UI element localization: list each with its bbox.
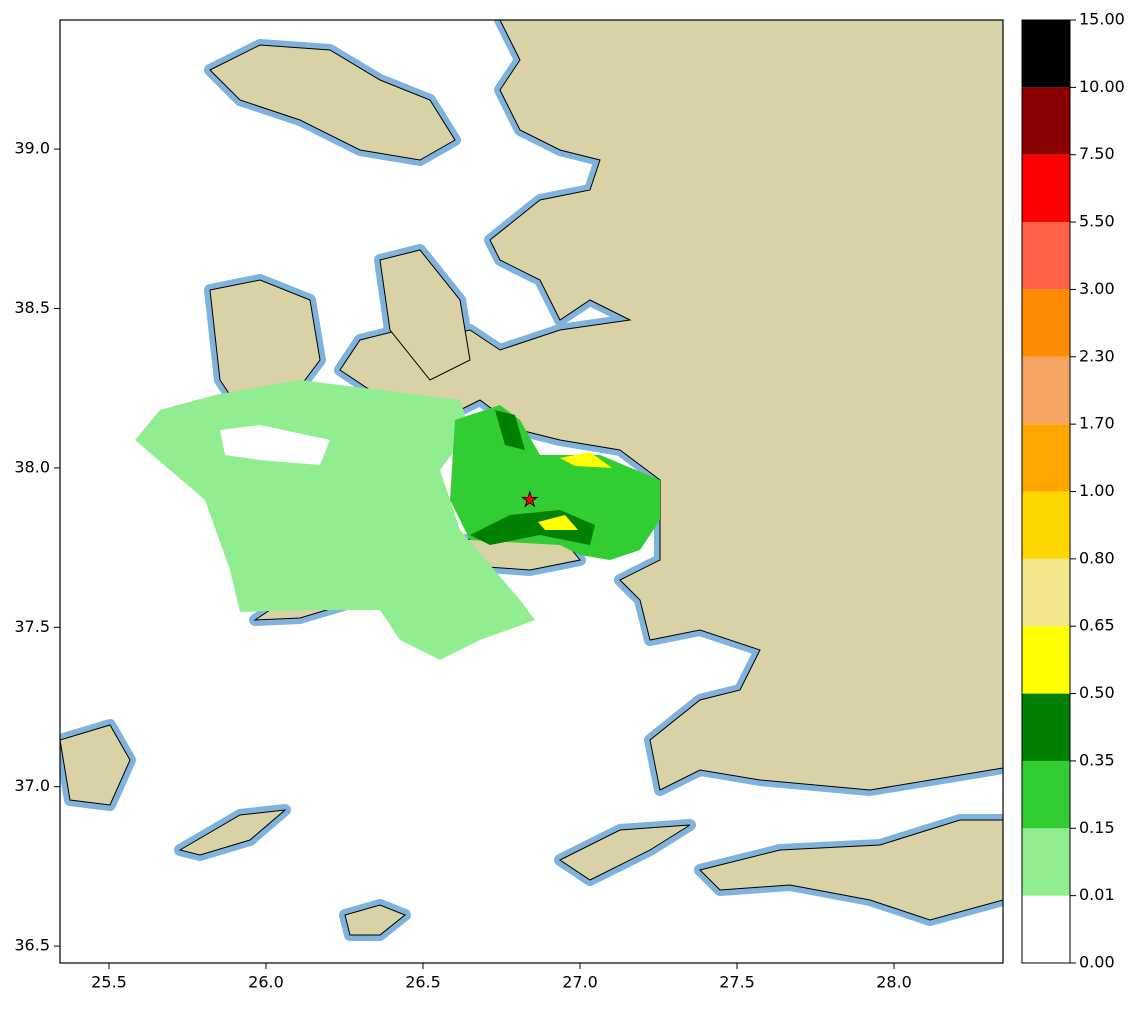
x-tick-label: 26.0 (248, 973, 284, 992)
plume-dark (470, 410, 595, 545)
colorbar-tick-label: 1.00 (1079, 481, 1115, 500)
y-tick-label: 38.5 (14, 298, 50, 317)
plume-yellow (538, 452, 612, 530)
colorbar-tick-label: 7.50 (1079, 144, 1115, 163)
colorbar-tick-label: 0.01 (1079, 885, 1115, 904)
colorbar-band (1022, 289, 1070, 357)
colorbar-tick-label: 3.00 (1079, 279, 1115, 298)
colorbar-band (1022, 693, 1070, 761)
y-tick-label: 38.0 (14, 457, 50, 476)
colorbar-band (1022, 895, 1070, 963)
colorbar-band (1022, 424, 1070, 492)
colorbar-band (1022, 20, 1070, 88)
y-tick-label: 36.5 (14, 936, 50, 955)
colorbar-tick-label: 0.00 (1079, 953, 1115, 972)
colorbar-tick-label: 0.50 (1079, 683, 1115, 702)
colorbar-tick-label: 15.00 (1079, 10, 1125, 29)
colorbar-tick-label: 0.35 (1079, 750, 1115, 769)
colorbar-tick-label: 2.30 (1079, 346, 1115, 365)
colorbar-band (1022, 558, 1070, 627)
colorbar-tick-label: 0.15 (1079, 818, 1115, 837)
y-tick-label: 39.0 (14, 139, 50, 158)
colorbar-tick-label: 0.80 (1079, 548, 1115, 567)
epicenter (520, 490, 539, 508)
colorbar: 0.00 0.01 0.15 0.35 0.50 0.65 0.80 1.00 1.70 2.30… (1021, 10, 1125, 972)
x-tick-label: 28.0 (876, 973, 912, 992)
colorbar-band (1022, 760, 1070, 829)
colorbar-band (1022, 356, 1070, 425)
map-frame (59, 19, 1004, 964)
plume-gap (220, 425, 330, 465)
colorbar-band (1022, 626, 1070, 694)
x-tick-label: 26.5 (405, 973, 441, 992)
colorbar-band (1022, 828, 1070, 896)
y-tick-label: 37.0 (14, 776, 50, 795)
x-tick-label: 25.5 (91, 973, 127, 992)
x-tick-label: 27.5 (719, 973, 755, 992)
colorbar-tick-label: 10.00 (1079, 77, 1125, 96)
x-tick-label: 27.0 (562, 973, 598, 992)
colorbar-band (1022, 87, 1070, 155)
plume (135, 380, 660, 660)
colorbar-band (1022, 491, 1070, 559)
colorbar-tick-label: 0.65 (1079, 616, 1115, 635)
colorbar-band (1022, 154, 1070, 223)
colorbar-band (1022, 222, 1070, 290)
colorbar-tick-label: 1.70 (1079, 414, 1115, 433)
y-tick-label: 37.5 (14, 617, 50, 636)
map-area (60, 20, 1003, 941)
colorbar-tick-label: 5.50 (1079, 212, 1115, 231)
